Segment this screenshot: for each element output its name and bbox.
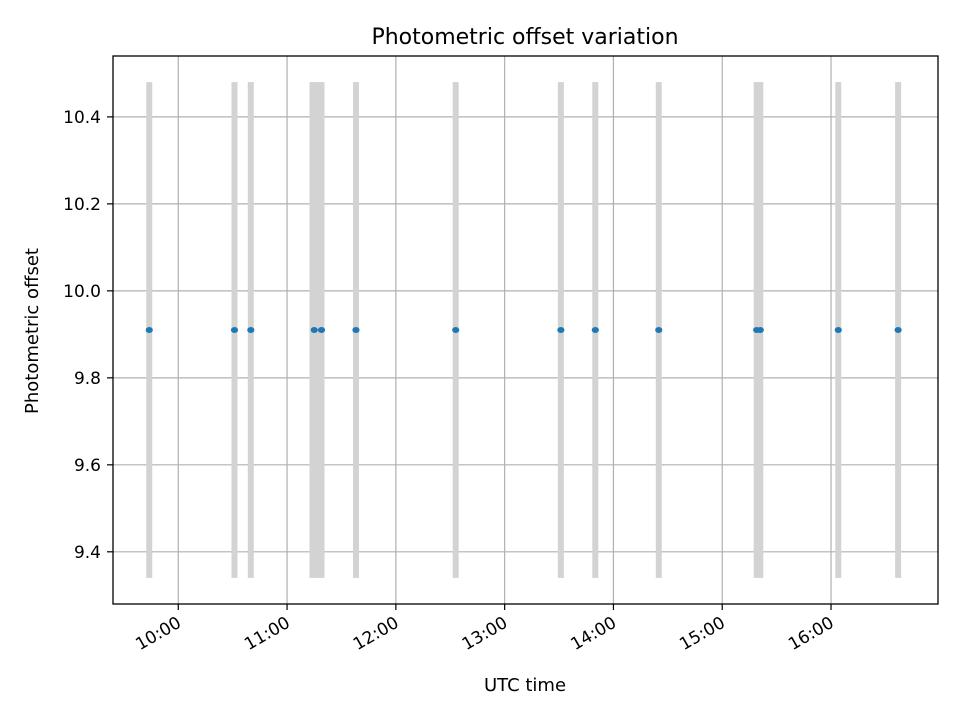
data-point: [145, 327, 153, 333]
data-point: [310, 327, 318, 333]
plot-frame: [112, 55, 939, 605]
y-tick-label: 10.2: [63, 195, 101, 215]
y-tick-label: 10.0: [63, 282, 101, 302]
data-point: [230, 327, 239, 333]
y-tick-label: 9.8: [74, 369, 101, 389]
data-point: [452, 327, 460, 333]
data-point: [756, 327, 764, 333]
data-point: [352, 327, 360, 333]
data-point: [894, 327, 902, 333]
y-axis: 9.4 9.6 9.8 10.0 10.2 10.4: [63, 108, 113, 563]
data-point: [834, 327, 842, 333]
data-point: [247, 327, 255, 333]
data-point: [591, 327, 599, 333]
y-tick-label: 9.6: [74, 456, 101, 476]
data-point: [557, 327, 565, 333]
data-point: [655, 327, 663, 333]
x-axis-title: UTC time: [484, 675, 566, 696]
point-layer: [145, 327, 902, 333]
chart-title: Photometric offset variation: [371, 25, 678, 50]
band-mark: [314, 82, 321, 578]
y-tick-label: 10.4: [63, 108, 101, 128]
data-point: [317, 327, 326, 333]
y-tick-label: 9.4: [74, 543, 101, 563]
y-axis-title: Photometric offset: [22, 248, 43, 414]
